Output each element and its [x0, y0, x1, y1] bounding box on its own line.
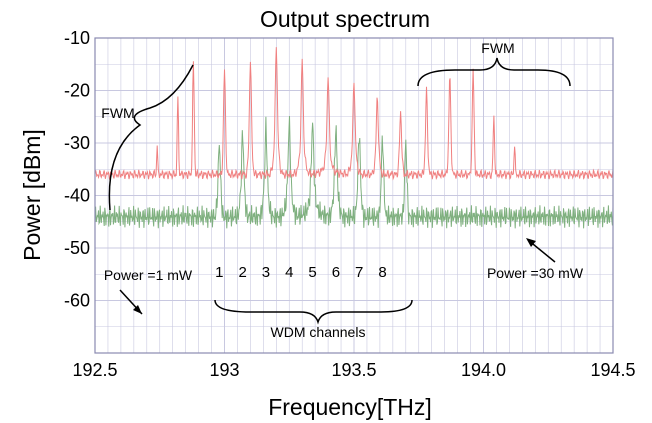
power-30mw-label: Power =30 mW	[487, 265, 584, 281]
x-tick-label: 193.5	[331, 360, 376, 380]
power-30mw-arrowhead	[526, 238, 536, 247]
power-1mw-arrowhead	[133, 305, 142, 314]
series-power-30mw	[94, 47, 614, 181]
fwm-right-label: FWM	[481, 40, 514, 56]
wdm-channel-number: 1	[215, 264, 223, 281]
wdm-channel-number: 6	[332, 264, 340, 281]
x-axis-title: Frequency[THz]	[268, 394, 432, 420]
x-tick-labels: 192.5 193 193.5 194.0 194.5	[72, 360, 635, 380]
wdm-channel-number: 4	[285, 264, 293, 281]
fwm-left-label: FWM	[101, 105, 134, 121]
chart-title: Output spectrum	[260, 6, 430, 32]
wdm-channel-number: 3	[262, 264, 270, 281]
y-tick-label: -10	[64, 28, 90, 48]
wdm-channel-number: 8	[378, 264, 386, 281]
series-layer	[94, 47, 614, 229]
x-tick-label: 193	[209, 360, 239, 380]
fwm-right-brace	[417, 57, 571, 87]
y-tick-labels: -10 -20 -30 -40 -50 -60	[64, 28, 90, 311]
fwm-left-brace	[108, 64, 194, 211]
y-tick-label: -40	[64, 186, 90, 206]
wdm-channel-number: 7	[355, 264, 363, 281]
y-tick-label: -60	[64, 291, 90, 311]
annotations: FWM FWM WDM channels Power =1 mW Power =…	[101, 40, 584, 340]
x-tick-label: 194.0	[461, 360, 506, 380]
x-tick-label: 194.5	[590, 360, 635, 380]
y-axis-title: Power [dBm]	[19, 129, 45, 261]
wdm-channel-number: 5	[308, 264, 316, 281]
plot-frame	[94, 37, 614, 354]
power-1mw-label: Power =1 mW	[104, 267, 193, 283]
wdm-brace	[214, 299, 413, 325]
wdm-channels-label: WDM channels	[271, 324, 366, 340]
y-tick-label: -20	[64, 81, 90, 101]
wdm-channel-number: 2	[238, 264, 246, 281]
series-power-1mw	[94, 115, 614, 229]
x-tick-label: 192.5	[72, 360, 117, 380]
y-tick-label: -30	[64, 133, 90, 153]
y-tick-label: -50	[64, 238, 90, 258]
